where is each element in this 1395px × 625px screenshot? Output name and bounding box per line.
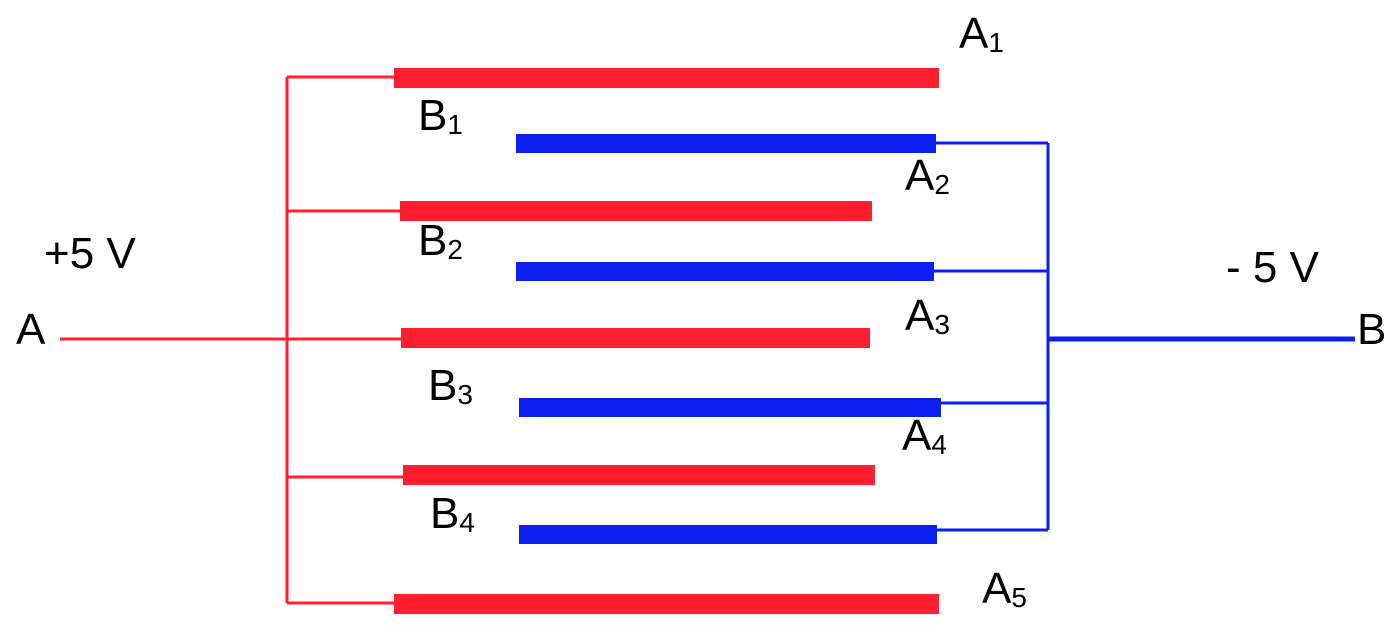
positive-wiring <box>60 75 404 605</box>
terminal-b-label: B <box>1357 305 1386 354</box>
negative-plates <box>516 134 941 544</box>
plate-a3 <box>401 328 870 348</box>
label-a2: A2 <box>905 151 950 200</box>
plate-b1 <box>516 134 936 153</box>
negative-voltage-label: - 5 V <box>1226 243 1320 292</box>
positive-voltage-label: +5 V <box>44 229 136 278</box>
plate-b2 <box>516 262 934 281</box>
negative-wiring <box>933 141 1050 532</box>
label-b2: B2 <box>418 216 463 265</box>
plate-a1 <box>394 68 939 88</box>
label-a4: A4 <box>902 411 947 460</box>
label-b4: B4 <box>430 489 475 538</box>
plate-a2 <box>400 201 872 221</box>
label-a1: A1 <box>959 9 1004 58</box>
label-a3: A3 <box>905 291 950 340</box>
plate-b3 <box>519 398 941 417</box>
plate-a4 <box>403 465 875 485</box>
label-b3: B3 <box>428 361 473 410</box>
positive-plates <box>394 68 939 614</box>
plate-b4 <box>519 525 937 544</box>
label-b1: B1 <box>418 91 463 140</box>
plate-a5 <box>394 594 939 614</box>
label-a5: A5 <box>982 564 1027 613</box>
terminal-a-label: A <box>16 305 46 354</box>
